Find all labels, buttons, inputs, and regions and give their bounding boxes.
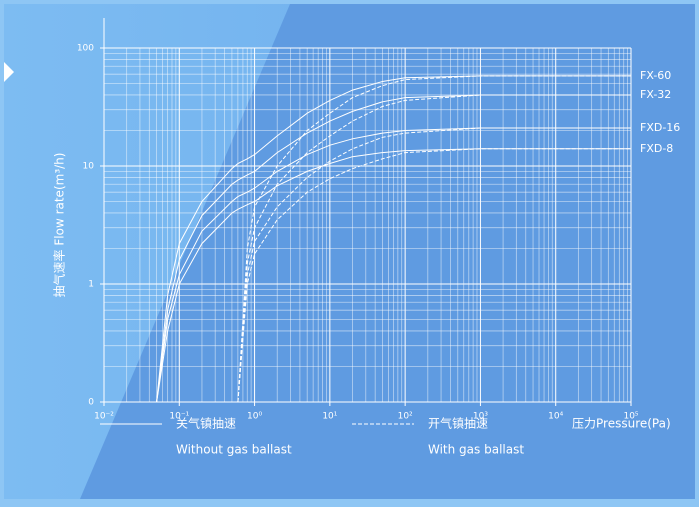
x-axis-label: 压力Pressure(Pa) [572, 417, 671, 431]
x-tick-label: 10³ [473, 412, 488, 422]
legend-label: 开气镇抽速 [428, 416, 488, 431]
ballast-line [237, 94, 631, 403]
series-label: FX-60 [640, 69, 671, 82]
legend-sublabel: With gas ballast [428, 443, 524, 457]
y-axis-label: 抽气速率 Flow rate(m³/h) [52, 153, 67, 298]
y-tick-label: 10 [83, 162, 95, 172]
x-tick-label: 10⁰ [247, 412, 262, 422]
legend-sublabel: Without gas ballast [176, 443, 292, 457]
x-tick-label: 10⁴ [548, 412, 563, 422]
ballast-line [237, 75, 631, 403]
series-label: FXD-16 [640, 121, 680, 134]
series-line [156, 94, 631, 403]
y-tick-label: 0 [88, 398, 94, 408]
series-line [156, 75, 631, 403]
series-line [156, 127, 631, 403]
y-tick-label: 100 [77, 44, 94, 54]
ballast-line [237, 127, 631, 403]
x-tick-label: 10⁻¹ [169, 412, 189, 422]
x-tick-label: 10⁵ [623, 412, 638, 422]
y-tick-label: 1 [88, 280, 94, 290]
series-label: FXD-8 [640, 142, 673, 155]
series-label: FX-32 [640, 88, 671, 101]
x-tick-label: 10⁻² [94, 412, 114, 422]
marker [4, 62, 14, 82]
ballast-line [237, 148, 631, 403]
x-tick-label: 10² [398, 412, 413, 422]
x-tick-label: 10¹ [322, 412, 337, 422]
series-line [156, 148, 631, 403]
legend-label: 关气镇抽速 [176, 416, 236, 431]
